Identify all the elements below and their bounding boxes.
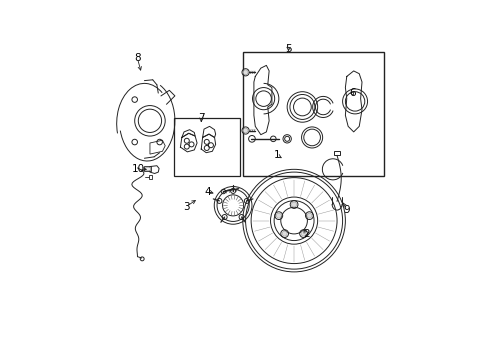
Circle shape: [276, 213, 281, 218]
Text: 7: 7: [198, 113, 204, 123]
Text: 8: 8: [134, 53, 141, 63]
Text: 4: 4: [205, 186, 212, 197]
Text: 5: 5: [285, 44, 292, 54]
Circle shape: [282, 231, 287, 236]
Text: 10: 10: [132, 164, 146, 174]
Text: 1: 1: [274, 150, 281, 161]
Circle shape: [292, 202, 296, 207]
Bar: [334, 151, 340, 156]
Circle shape: [307, 213, 312, 218]
Bar: [145, 167, 149, 170]
Text: 2: 2: [303, 229, 310, 239]
Bar: [145, 166, 150, 171]
Text: 6: 6: [349, 88, 356, 98]
Circle shape: [243, 128, 248, 133]
Text: 3: 3: [183, 202, 189, 212]
Bar: [173, 118, 240, 176]
Text: 9: 9: [343, 204, 350, 215]
Bar: [243, 51, 384, 176]
Circle shape: [301, 231, 306, 236]
Circle shape: [243, 70, 248, 75]
